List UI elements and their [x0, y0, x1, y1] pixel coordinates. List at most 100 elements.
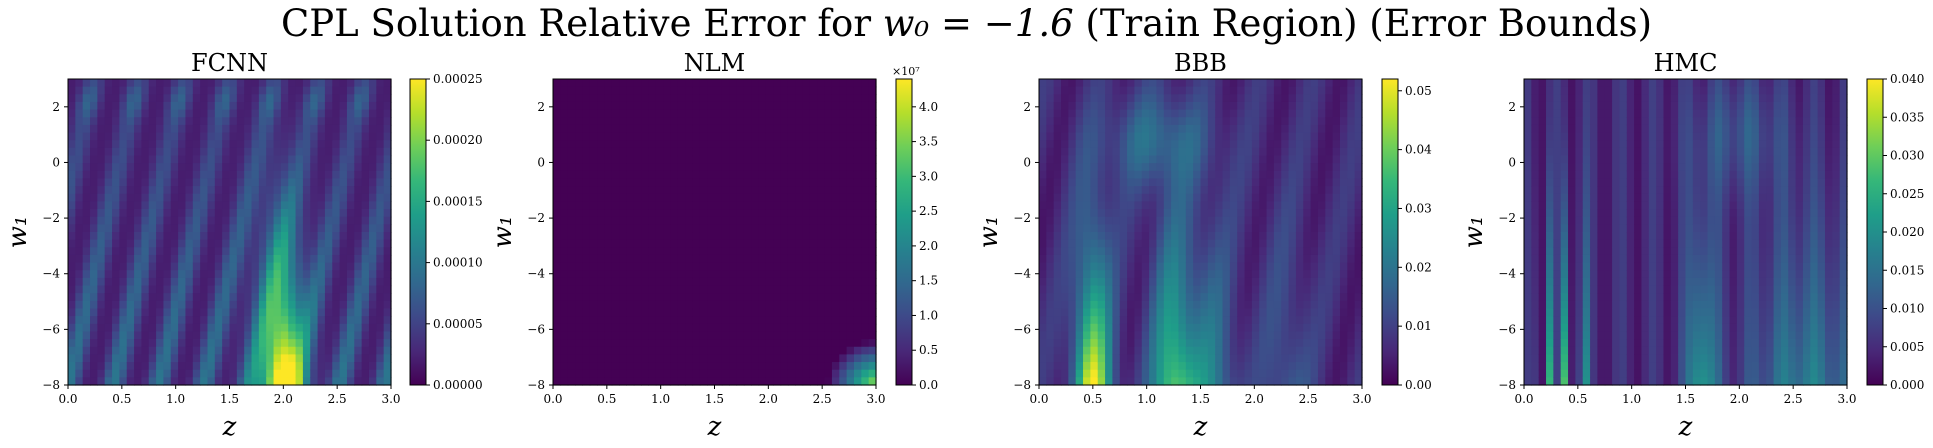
- heatmap-cell: [170, 186, 179, 195]
- heatmap-cell: [280, 94, 289, 103]
- heatmap-cell: [648, 339, 657, 348]
- heatmap-cell: [751, 109, 760, 118]
- heatmap-cell: [597, 140, 605, 149]
- heatmap-cell: [163, 239, 172, 248]
- heatmap-cell: [112, 124, 120, 134]
- heatmap-cell: [626, 285, 635, 294]
- heatmap-cell: [787, 346, 796, 355]
- heatmap-cell: [1112, 331, 1121, 340]
- heatmap-cell: [1068, 346, 1077, 355]
- heatmap-cell: [611, 147, 620, 157]
- heatmap-cell: [758, 377, 767, 386]
- heatmap-cell: [611, 117, 620, 126]
- heatmap-cell: [376, 331, 385, 340]
- heatmap-cell: [214, 216, 223, 225]
- heatmap-cell: [1259, 377, 1268, 386]
- heatmap-cell: [68, 316, 76, 325]
- heatmap-cell: [302, 362, 311, 371]
- heatmap-cell: [685, 216, 694, 225]
- heatmap-cell: [236, 79, 245, 88]
- heatmap-cell: [1068, 186, 1077, 195]
- heatmap-cell: [1097, 86, 1106, 95]
- heatmap-cell: [1127, 323, 1136, 333]
- heatmap-cell: [692, 323, 701, 333]
- heatmap-cell: [626, 117, 635, 126]
- heatmap-cell: [1200, 109, 1209, 118]
- heatmap-cell: [729, 86, 738, 95]
- heatmap-cell: [1178, 186, 1187, 195]
- heatmap-cell: [1068, 193, 1077, 202]
- heatmap-cell: [641, 170, 650, 180]
- heatmap-cell: [1207, 362, 1216, 371]
- heatmap-cell: [597, 170, 605, 180]
- heatmap-cell: [185, 86, 194, 95]
- heatmap-cell: [82, 140, 91, 149]
- heatmap-cell: [1090, 224, 1099, 233]
- heatmap-cell: [604, 101, 613, 111]
- heatmap-cell: [119, 209, 128, 218]
- heatmap-cell: [1259, 293, 1268, 302]
- heatmap-cell: [1171, 117, 1180, 126]
- heatmap-cell: [214, 155, 223, 164]
- heatmap-cell: [758, 117, 767, 126]
- heatmap-cell: [1061, 132, 1069, 141]
- heatmap-cell: [75, 262, 84, 271]
- heatmap-cell: [68, 186, 76, 195]
- heatmap-cell: [112, 323, 120, 333]
- heatmap-cell: [1215, 377, 1224, 386]
- heatmap-cell: [597, 331, 605, 340]
- heatmap-cell: [112, 193, 120, 202]
- heatmap-cell: [1039, 339, 1047, 348]
- heatmap-cell: [1090, 285, 1099, 294]
- heatmap-cell: [288, 186, 297, 195]
- heatmap-cell: [736, 285, 745, 294]
- heatmap-cell: [729, 109, 738, 118]
- heatmap-cell: [376, 79, 385, 88]
- heatmap-cell: [619, 293, 628, 302]
- heatmap-cell: [692, 362, 701, 371]
- heatmap-cell: [244, 331, 253, 340]
- heatmap-cell: [582, 178, 591, 187]
- heatmap-cell: [773, 316, 782, 325]
- heatmap-cell: [567, 163, 576, 172]
- heatmap-cell: [112, 94, 120, 103]
- heatmap-cell: [258, 362, 267, 371]
- heatmap-cell: [346, 254, 355, 264]
- heatmap-cell: [148, 339, 157, 348]
- heatmap-cell: [1171, 109, 1180, 118]
- heatmap-cell: [1039, 346, 1047, 355]
- heatmap-cell: [773, 132, 782, 141]
- heatmap-cell: [817, 277, 826, 287]
- colorbar: 0.00.51.01.52.02.53.03.54.0×10⁷: [892, 65, 938, 392]
- heatmap-cell: [1185, 262, 1194, 271]
- heatmap-cell: [200, 308, 209, 317]
- heatmap-cell: [222, 132, 231, 141]
- heatmap-cell: [200, 101, 209, 111]
- heatmap-cell: [82, 377, 91, 386]
- heatmap-cell: [677, 209, 686, 218]
- heatmap-cell: [112, 109, 120, 118]
- heatmap-cell: [310, 293, 319, 302]
- heatmap-cell: [817, 293, 826, 302]
- heatmap-cell: [288, 163, 297, 172]
- heatmap-cell: [604, 377, 613, 386]
- heatmap-cell: [831, 109, 840, 118]
- heatmap-cell: [1185, 247, 1194, 256]
- heatmap-cell: [383, 209, 392, 218]
- heatmap-cell: [1061, 300, 1069, 310]
- heatmap-cell: [90, 201, 98, 210]
- heatmap-cell: [104, 124, 113, 134]
- heatmap-cell: [288, 101, 297, 111]
- heatmap-cell: [185, 331, 194, 340]
- heatmap-cell: [1134, 186, 1143, 195]
- heatmap-cell: [714, 170, 723, 180]
- heatmap-cell: [112, 186, 120, 195]
- heatmap-cell: [68, 124, 76, 134]
- heatmap-cell: [1039, 178, 1047, 187]
- heatmap-cell: [692, 140, 701, 149]
- heatmap-cell: [112, 201, 120, 210]
- heatmap-cell: [1244, 132, 1253, 141]
- heatmap-cell: [641, 369, 650, 378]
- heatmap-cell: [809, 239, 818, 248]
- heatmap-cell: [824, 300, 833, 310]
